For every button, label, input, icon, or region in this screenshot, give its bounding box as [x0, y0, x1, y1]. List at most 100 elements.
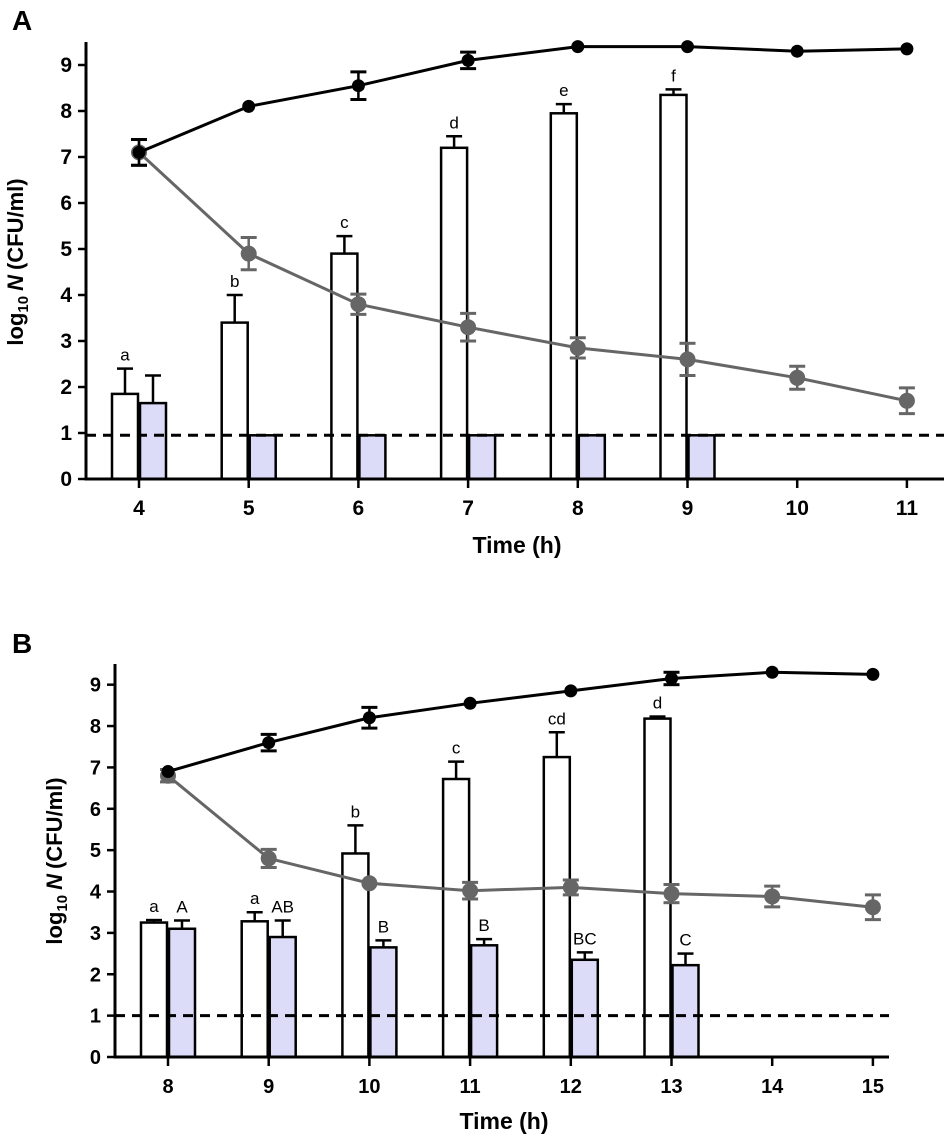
y-tick-label: 5 — [90, 840, 101, 862]
line-point-grey-8 — [569, 339, 586, 356]
y-axis-title-log: log — [3, 313, 28, 346]
y-axis-title-unit: (CFU/ml) — [3, 178, 28, 270]
x-tick-label: 11 — [460, 1076, 481, 1098]
y-tick-label: 4 — [90, 882, 102, 904]
bar-blue-5 — [248, 434, 277, 481]
line-point-black-4 — [132, 145, 146, 159]
significance-letter: b — [230, 272, 239, 291]
y-tick-label: 5 — [60, 238, 72, 261]
significance-letter: e — [559, 81, 568, 100]
bar-white-5 — [220, 321, 249, 481]
y-tick-label: 2 — [90, 964, 101, 986]
x-tick-label: 6 — [353, 497, 365, 520]
line-point-black-12 — [564, 684, 578, 698]
line-grey-series — [137, 151, 908, 403]
significance-letter: c — [452, 739, 461, 758]
y-tick-label: 0 — [60, 468, 72, 491]
line-black-series — [138, 45, 907, 154]
significance-letter: cd — [548, 709, 566, 728]
bar-white-6 — [330, 252, 359, 481]
x-tick-label: 8 — [572, 497, 584, 520]
line-point-grey-6 — [350, 296, 367, 313]
line-point-black-6 — [351, 79, 365, 93]
significance-letter: AB — [271, 897, 294, 916]
significance-letter: b — [351, 802, 360, 821]
x-axis-title: Time (h) — [459, 1108, 548, 1134]
significance-letter: B — [378, 917, 389, 936]
y-tick-label: 1 — [60, 422, 72, 445]
bar-blue-8 — [167, 927, 197, 1059]
y-axis-title-variable: N — [3, 274, 28, 291]
line-point-grey-5 — [240, 245, 257, 262]
line-point-grey-14 — [764, 888, 781, 905]
significance-letter: BC — [573, 929, 597, 948]
significance-letter: f — [671, 66, 676, 85]
line-point-grey-11 — [898, 392, 915, 409]
bar-blue-10 — [369, 946, 398, 1059]
panel-a-label: A — [12, 5, 32, 36]
line-point-black-10 — [790, 44, 804, 58]
bar-white-11 — [441, 777, 471, 1059]
x-tick-label: 15 — [862, 1076, 884, 1098]
line-point-grey-12 — [562, 879, 579, 896]
bar-blue-7 — [467, 434, 497, 481]
significance-letter: d — [653, 694, 662, 713]
line-point-black-5 — [242, 99, 256, 113]
y-tick-label: 8 — [60, 100, 72, 123]
line-point-black-11 — [463, 696, 477, 710]
bar-white-9 — [659, 93, 688, 481]
y-axis-title-subscript: 10 — [54, 895, 71, 912]
significance-letter: a — [149, 897, 159, 916]
line-point-black-14 — [765, 665, 779, 679]
line-point-grey-9 — [260, 850, 277, 867]
panel-b-label: B — [12, 628, 32, 659]
y-tick-label: 9 — [60, 54, 72, 77]
y-tick-label: 8 — [90, 716, 101, 738]
y-axis-title: log10 N (CFU/ml) — [42, 777, 71, 944]
y-tick-label: 6 — [90, 799, 101, 821]
line-point-grey-13 — [663, 885, 680, 902]
y-tick-label: 7 — [90, 757, 101, 779]
line-point-grey-10 — [361, 875, 378, 892]
x-tick-label: 9 — [263, 1076, 274, 1098]
y-axis-title-log: log — [42, 912, 67, 945]
y-tick-label: 0 — [90, 1047, 101, 1069]
significance-letter: c — [340, 213, 349, 232]
bar-white-8 — [139, 921, 169, 1059]
line-grey-series — [167, 774, 874, 909]
line-point-grey-10 — [789, 369, 806, 386]
bar-blue-12 — [570, 958, 600, 1059]
x-tick-label: 8 — [162, 1076, 173, 1098]
x-tick-label: 4 — [133, 497, 145, 520]
y-axis-title: log10 N (CFU/ml) — [3, 178, 32, 345]
line-point-black-9 — [681, 40, 694, 54]
x-axis-title: Time (h) — [472, 532, 561, 558]
significance-letter: B — [478, 916, 489, 935]
y-tick-label: 4 — [60, 284, 72, 307]
y-tick-label: 1 — [90, 1006, 101, 1028]
significance-letter: a — [120, 346, 130, 365]
x-tick-label: 11 — [896, 497, 919, 520]
y-tick-label: 3 — [60, 330, 72, 353]
line-point-black-11 — [900, 42, 914, 56]
significance-letter: d — [449, 113, 458, 132]
line-point-black-7 — [461, 53, 475, 67]
y-tick-label: 6 — [60, 192, 72, 215]
bar-blue-9 — [268, 935, 297, 1059]
y-tick-label: 7 — [60, 146, 72, 169]
x-tick-label: 14 — [761, 1076, 784, 1098]
y-axis-title-variable: N — [42, 873, 67, 890]
line-point-black-9 — [262, 736, 276, 750]
y-axis-title-unit: (CFU/ml) — [42, 777, 67, 869]
x-tick-label: 10 — [358, 1076, 380, 1098]
line-point-black-15 — [866, 667, 880, 681]
line-point-black-8 — [571, 40, 585, 54]
line-black-series — [167, 670, 873, 773]
x-tick-label: 5 — [243, 497, 255, 520]
bar-blue-4 — [138, 401, 168, 481]
bar-white-9 — [240, 920, 269, 1059]
line-point-grey-15 — [864, 899, 881, 916]
